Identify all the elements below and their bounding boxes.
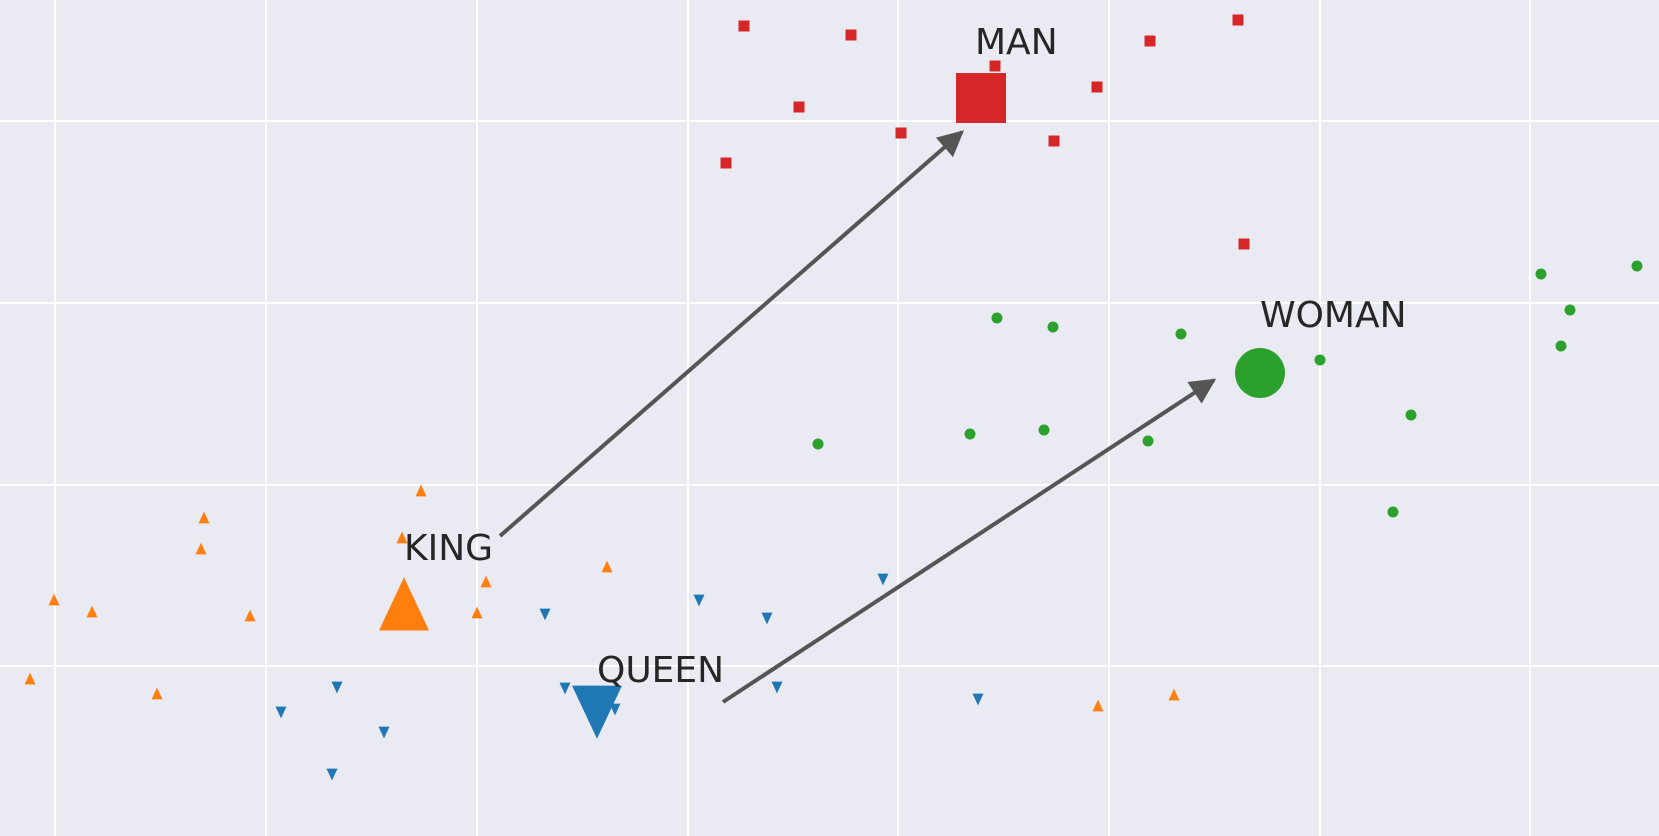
point-triangle-down-8 [771,681,783,694]
point-triangle-down-1 [539,608,551,621]
analogy-arrows [498,130,1217,704]
point-triangle-down-6 [559,682,571,695]
point-triangle-up-8 [244,609,256,622]
point-triangle-up-1 [198,511,210,524]
label-woman: WOMAN [1260,295,1407,336]
point-triangle-up-3 [396,531,408,544]
highlight-markers [379,73,1285,739]
point-circle-6 [1631,260,1643,272]
point-triangle-down-4 [331,681,343,694]
point-square-4 [793,101,805,113]
point-square-10 [1238,238,1250,250]
point-triangle-up-12 [1092,699,1104,712]
highlight-king-marker [379,577,429,631]
point-triangle-up-7 [86,605,98,618]
point-triangle-up-4 [480,575,492,588]
point-square-9 [989,60,1001,72]
point-circle-2 [1175,328,1187,340]
point-circle-0 [991,312,1003,324]
point-triangle-up-0 [415,484,427,497]
label-queen: QUEEN [597,650,724,691]
analogy-arrow-0 [498,130,964,538]
point-circle-12 [1405,409,1417,421]
point-triangle-down-5 [275,706,287,719]
point-triangle-up-13 [1168,688,1180,701]
point-circle-11 [1142,435,1154,447]
point-triangle-down-11 [326,768,338,781]
point-square-1 [845,29,857,41]
point-circle-13 [1387,506,1399,518]
point-triangle-down-9 [972,693,984,706]
point-triangle-down-2 [761,612,773,625]
point-circle-4 [1535,268,1547,280]
point-triangle-up-10 [24,672,36,685]
label-man: MAN [975,22,1058,63]
analogy-arrow-1 [721,378,1217,704]
highlight-queen-marker [572,685,622,739]
point-triangle-down-10 [378,726,390,739]
point-circle-10 [1038,424,1050,436]
point-square-3 [1144,35,1156,47]
point-triangle-up-6 [48,593,60,606]
point-square-6 [720,157,732,169]
point-circle-3 [1314,354,1326,366]
point-triangle-up-9 [471,606,483,619]
point-square-0 [738,20,750,32]
point-square-7 [1048,135,1060,147]
data-points [24,14,1643,781]
word-labels: MAN WOMAN KING QUEEN [404,22,1407,691]
label-king: KING [404,528,493,569]
point-triangle-up-5 [601,560,613,573]
point-triangle-up-2 [195,542,207,555]
point-square-8 [1091,81,1103,93]
point-circle-9 [964,428,976,440]
point-circle-5 [1564,304,1576,316]
point-triangle-down-3 [877,573,889,586]
highlight-woman-marker [1235,348,1285,398]
point-circle-7 [1555,340,1567,352]
highlight-man-marker [956,73,1006,123]
point-triangle-down-7 [609,703,621,716]
point-triangle-up-11 [151,687,163,700]
point-triangle-down-0 [693,594,705,607]
point-square-5 [895,127,907,139]
point-circle-1 [1047,321,1059,333]
point-circle-8 [812,438,824,450]
point-square-2 [1232,14,1244,26]
